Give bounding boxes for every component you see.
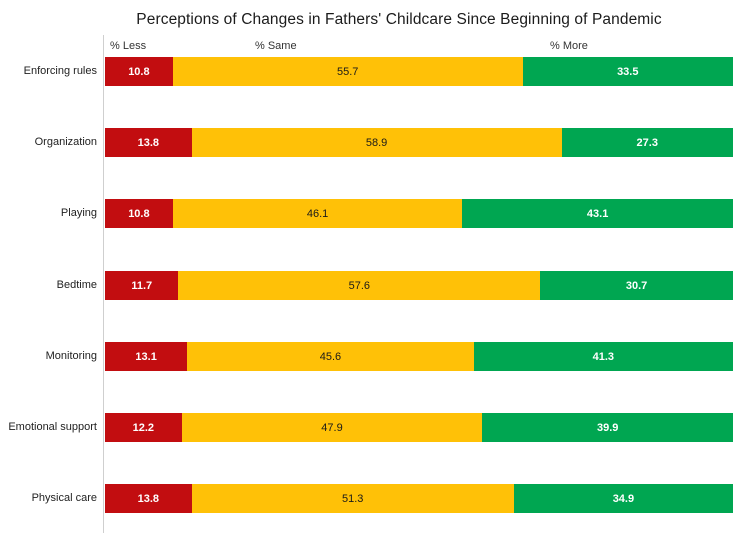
bar-segment-less: 13.8: [105, 484, 192, 513]
category-label-playing: Playing: [60, 207, 97, 219]
bar-segment-less: 10.8: [105, 57, 173, 86]
bar-segment-more: 43.1: [462, 199, 733, 228]
category-label-bedtime: Bedtime: [56, 279, 97, 291]
bar-row-emotional-support: 12.2 47.9 39.9: [105, 413, 733, 442]
bar-segment-same: 58.9: [191, 128, 562, 157]
category-label-emotional-support: Emotional support: [8, 421, 97, 433]
bar-row-enforcing-rules: 10.8 55.7 33.5: [105, 57, 733, 86]
category-label-enforcing-rules: Enforcing rules: [23, 65, 97, 77]
bar-segment-more: 30.7: [540, 271, 733, 300]
bar-segment-same: 55.7: [172, 57, 523, 86]
chart-title: Perceptions of Changes in Fathers' Child…: [136, 11, 662, 28]
bar-segment-more: 39.9: [482, 413, 733, 442]
column-header-same: % Same: [255, 40, 297, 52]
bar-row-monitoring: 13.1 45.6 41.3: [105, 342, 733, 371]
bar-segment-same: 47.9: [181, 413, 483, 442]
bar-segment-same: 57.6: [178, 271, 541, 300]
bar-row-bedtime: 11.7 57.6 30.7: [105, 271, 733, 300]
bar-row-organization: 13.8 58.9 27.3: [105, 128, 733, 157]
bar-segment-less: 12.2: [105, 413, 182, 442]
bar-segment-less: 13.1: [105, 342, 188, 371]
bar-segment-same: 51.3: [191, 484, 514, 513]
bar-segment-same: 46.1: [172, 199, 463, 228]
bar-segment-less: 10.8: [105, 199, 173, 228]
category-label-monitoring: Monitoring: [45, 350, 97, 362]
category-label-physical-care: Physical care: [31, 492, 97, 504]
column-header-less: % Less: [110, 40, 147, 52]
category-label-organization: Organization: [34, 136, 97, 148]
bar-segment-more: 33.5: [522, 57, 733, 86]
y-axis-line: [103, 35, 104, 533]
bar-segment-less: 11.7: [105, 271, 179, 300]
bar-segment-more: 34.9: [513, 484, 733, 513]
bar-segment-more: 41.3: [473, 342, 733, 371]
bar-row-physical-care: 13.8 51.3 34.9: [105, 484, 733, 513]
bar-segment-less: 13.8: [105, 128, 192, 157]
bar-row-playing: 10.8 46.1 43.1: [105, 199, 733, 228]
bar-segment-more: 27.3: [561, 128, 733, 157]
bar-segment-same: 45.6: [187, 342, 474, 371]
column-header-more: % More: [550, 40, 588, 52]
